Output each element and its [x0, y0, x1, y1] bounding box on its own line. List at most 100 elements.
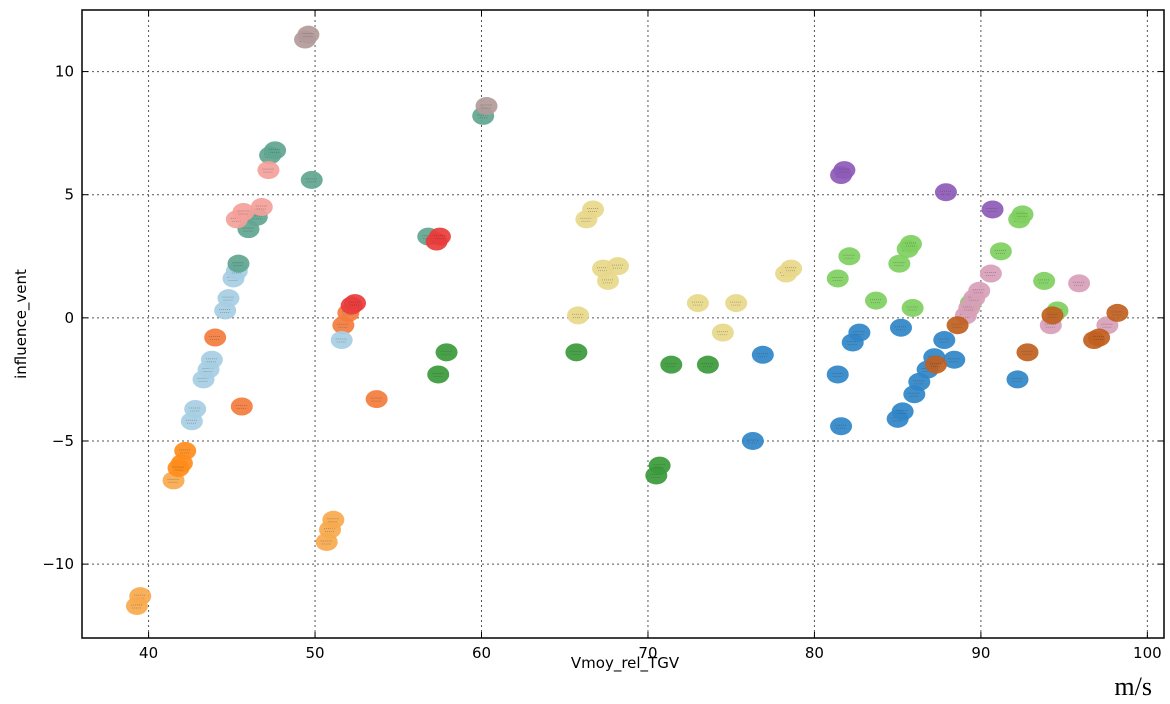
axis-ticks: 40 50 60 70 80 90 100 −10 −5 0 5 10	[42, 10, 1164, 662]
data-point	[232, 202, 255, 221]
data-point	[204, 328, 227, 347]
data-point	[343, 294, 366, 313]
data-point	[1016, 343, 1039, 362]
point-group	[924, 303, 1129, 374]
y-tick-label: 10	[55, 63, 74, 81]
data-point	[330, 331, 353, 350]
point-group	[954, 264, 1119, 335]
grid-lines	[82, 10, 1164, 638]
data-point	[435, 343, 458, 362]
x-tick-label: 80	[805, 644, 824, 662]
point-group	[204, 303, 388, 416]
data-point	[230, 397, 253, 416]
data-point	[899, 234, 922, 253]
data-point	[968, 281, 991, 300]
data-point	[475, 97, 498, 116]
plot-frame	[81, 9, 1165, 639]
data-point	[1068, 274, 1091, 293]
data-point	[934, 183, 957, 202]
data-point	[826, 365, 849, 384]
x-tick-label: 40	[139, 644, 158, 662]
x-tick-label: 100	[1133, 644, 1162, 662]
data-point	[250, 198, 273, 217]
data-point	[830, 417, 853, 436]
y-axis-label: influence_vent	[12, 269, 31, 379]
data-point	[741, 431, 764, 450]
point-group	[830, 161, 1004, 219]
data-point	[607, 257, 630, 276]
data-point	[826, 269, 849, 288]
point-group	[826, 205, 1069, 320]
data-point	[943, 350, 966, 369]
data-point	[184, 399, 207, 418]
data-point	[1006, 370, 1029, 389]
x-tick-label: 60	[472, 644, 491, 662]
point-group	[741, 318, 1029, 450]
data-point	[300, 170, 323, 189]
data-point	[427, 365, 450, 384]
x-tick-label: 70	[638, 644, 657, 662]
data-point	[901, 298, 924, 317]
point-group	[180, 262, 353, 431]
data-point	[217, 289, 240, 308]
data-point	[125, 596, 148, 615]
data-point	[865, 291, 888, 310]
data-point	[838, 247, 861, 266]
data-point	[322, 510, 345, 529]
data-point	[1088, 328, 1111, 347]
data-point	[889, 318, 912, 337]
data-point	[891, 402, 914, 421]
data-point	[848, 323, 871, 342]
data-point	[946, 316, 969, 335]
data-point	[1041, 306, 1064, 325]
y-tick-label: −10	[42, 555, 74, 573]
data-point	[365, 390, 388, 409]
data-point	[567, 306, 590, 325]
point-group	[427, 343, 719, 485]
data-point	[582, 200, 605, 219]
data-point	[1011, 205, 1034, 224]
data-point	[833, 161, 856, 180]
data-point	[1106, 303, 1129, 322]
point-group	[340, 227, 451, 315]
data-point	[725, 294, 748, 313]
data-point	[686, 294, 709, 313]
data-point	[780, 259, 803, 278]
y-tick-label: 5	[64, 186, 74, 204]
data-point	[989, 242, 1012, 261]
data-point	[167, 459, 190, 478]
data-point	[227, 254, 250, 273]
x-tick-label: 90	[971, 644, 990, 662]
data-point	[924, 355, 947, 374]
data-point	[888, 254, 911, 273]
data-point	[981, 200, 1004, 219]
unit-label: m/s	[1114, 672, 1152, 701]
data-point	[200, 350, 223, 369]
point-group	[294, 25, 498, 116]
point-group	[567, 200, 803, 342]
data-point	[696, 355, 719, 374]
data-point	[648, 456, 671, 475]
point-group	[125, 471, 345, 615]
data-point	[1033, 271, 1056, 290]
point-group	[225, 161, 280, 229]
data-point	[660, 355, 683, 374]
data-point	[711, 323, 734, 342]
data-point	[428, 227, 451, 246]
y-tick-label: 0	[64, 309, 74, 327]
data-point	[933, 331, 956, 350]
data-point	[565, 343, 588, 362]
x-axis-label: Vmoy_rel_TGV	[571, 654, 680, 673]
x-tick-label: 50	[305, 644, 324, 662]
y-tick-label: −5	[52, 432, 74, 450]
data-point	[264, 141, 287, 160]
data-point	[297, 25, 320, 44]
data-point	[597, 271, 620, 290]
data-point	[751, 345, 774, 364]
data-point	[257, 161, 280, 180]
point-group	[227, 106, 495, 273]
data-point	[979, 264, 1002, 283]
data-points	[125, 25, 1129, 615]
point-group	[167, 441, 197, 478]
